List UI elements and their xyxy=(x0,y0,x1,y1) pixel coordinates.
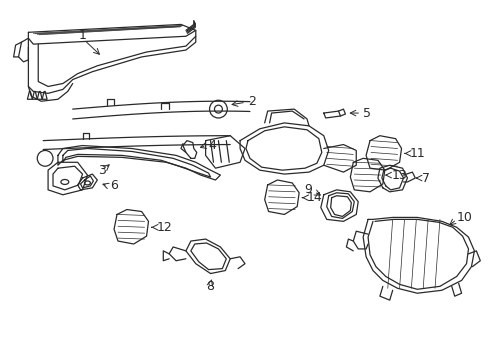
Text: 1: 1 xyxy=(78,29,86,42)
Text: 5: 5 xyxy=(363,107,371,120)
Text: 4: 4 xyxy=(209,139,217,152)
Text: 13: 13 xyxy=(392,168,408,181)
Text: 12: 12 xyxy=(156,221,172,234)
Text: 2: 2 xyxy=(248,95,256,108)
Text: 14: 14 xyxy=(307,191,323,204)
Text: 6: 6 xyxy=(110,179,118,192)
Text: 10: 10 xyxy=(457,211,472,224)
Text: 8: 8 xyxy=(207,280,215,293)
Text: 9: 9 xyxy=(304,183,312,196)
Text: 7: 7 xyxy=(422,171,430,185)
Text: 11: 11 xyxy=(410,147,425,160)
Text: 3: 3 xyxy=(98,164,106,177)
